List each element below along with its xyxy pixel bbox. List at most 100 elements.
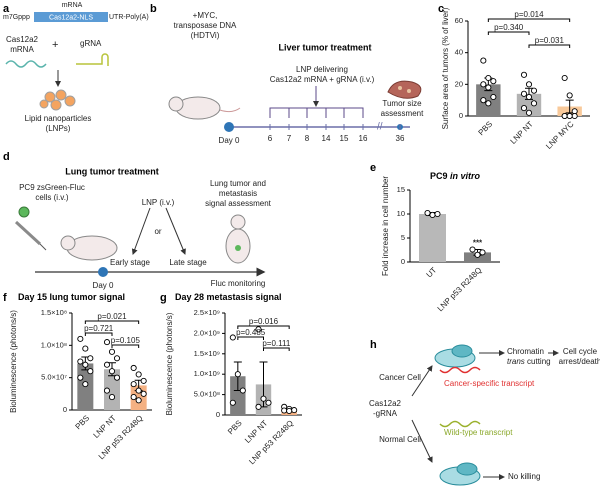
x-tick-label: PBS: [74, 414, 92, 432]
lnp-particle: [39, 99, 49, 109]
significance-label: ***: [473, 239, 483, 248]
cas-domain: [451, 344, 473, 358]
data-point: [113, 355, 121, 362]
data-point: [103, 387, 111, 394]
lnp-label: LNP (i.v.): [142, 198, 175, 207]
y-tick-label: 5: [401, 233, 405, 242]
wt-transcript-label: Wild-type transcript: [444, 428, 513, 437]
cell-icon: [18, 206, 30, 218]
syringe-needle: [39, 243, 47, 251]
lnp-particle: [64, 95, 76, 107]
y-tick-label: 5.0×10⁸: [194, 390, 220, 399]
data-point: [255, 326, 262, 333]
lnp-particle: [50, 99, 62, 111]
cancer-cell-label: Cancer Cell: [379, 373, 421, 382]
data-point: [480, 81, 487, 88]
mrna-label: mRNA: [62, 2, 83, 9]
lnp-label: Cas12a2 mRNA + gRNA (i.v.): [270, 75, 375, 84]
y-axis-label: Surface area of tumors (% of liver): [441, 7, 450, 129]
cas-label: -gRNA: [373, 409, 398, 418]
title-text: PC9: [430, 171, 448, 181]
signal-spot: [235, 245, 241, 251]
axis-break: //: [377, 122, 383, 133]
dosing-bracket: [269, 107, 364, 118]
data-point: [490, 93, 497, 101]
data-point: [87, 355, 94, 362]
y-tick-label: 2.5×10⁹: [194, 308, 220, 317]
cap-label: m7Gppp: [3, 14, 30, 21]
significance-bracket: [263, 347, 290, 351]
data-point: [291, 407, 298, 414]
data-point: [530, 100, 538, 107]
significance-bracket: [111, 344, 140, 348]
lnp-label: (LNPs): [46, 124, 71, 133]
x-tick-label: LNP p53 R248Q: [247, 419, 295, 467]
y-tick-label: 5.0×10⁷: [41, 373, 67, 382]
data-point: [140, 377, 147, 384]
data-point: [135, 371, 142, 378]
data-point: [255, 403, 262, 410]
data-point: [77, 358, 84, 365]
data-point: [103, 361, 111, 368]
day0-dot: [98, 267, 108, 277]
y-tick-label: 0: [401, 257, 405, 266]
y-tick-label: 1.5×10⁸: [41, 308, 67, 317]
day-labels: 6 7 8 14 15 16 36: [268, 124, 405, 143]
y-tick-label: 2.0×10⁹: [194, 328, 220, 337]
data-point: [485, 100, 492, 107]
day-label: 7: [287, 134, 292, 143]
p-value-label: p=0.340: [494, 23, 524, 32]
data-point: [429, 211, 436, 219]
p-value-label: p=0.031: [535, 36, 565, 45]
cells-label: PC9 zsGreen-Fluc: [19, 183, 85, 192]
x-tick-label: LNP MYC: [544, 119, 576, 151]
data-point: [239, 387, 246, 394]
day-label: 15: [340, 134, 349, 143]
cas-label: Cas12a2: [369, 399, 402, 408]
significance-bracket: [84, 332, 113, 336]
data-point: [566, 92, 573, 99]
p-value-label: p=0.105: [111, 336, 141, 345]
data-point: [135, 387, 142, 394]
p-value-label: p=0.111: [262, 339, 291, 348]
arrow: [165, 207, 186, 255]
data-point: [229, 399, 236, 406]
x-tick-label: LNP NT: [509, 119, 535, 145]
significance-bracket: [237, 325, 290, 329]
data-point: [520, 71, 528, 78]
trans-label: trans: [507, 357, 525, 366]
significance-bracket: [84, 320, 140, 324]
normal-cell-label: Normal Cell: [379, 435, 421, 444]
cas-mrna-label: mRNA: [10, 45, 34, 54]
mouse-tail: [219, 107, 241, 113]
early-label: Early stage: [110, 258, 151, 267]
data-point: [525, 109, 533, 116]
data-point: [234, 371, 241, 378]
title-text: Day 28 metastasis signal: [175, 292, 282, 302]
data-point: [135, 397, 142, 404]
mouse-body: [175, 96, 221, 120]
cds-box: [34, 12, 108, 22]
day-label: 36: [396, 134, 405, 143]
chart-title: PC9 in vitro: [430, 171, 481, 181]
bar-chart: f Day 15 lung tumor signalBioluminescence…: [3, 292, 152, 461]
day-label: 16: [359, 134, 368, 143]
data-point: [130, 364, 137, 372]
tumor-spot: [398, 86, 402, 90]
data-point: [260, 395, 267, 402]
data-point: [566, 112, 573, 120]
panel-title: Liver tumor treatment: [278, 42, 371, 52]
significance-bracket: [237, 336, 264, 340]
data-point: [424, 209, 431, 217]
data-point: [77, 335, 84, 342]
y-tick-label: 1.0×10⁹: [194, 369, 220, 378]
panel-letter: h: [370, 339, 377, 351]
data-point: [485, 74, 492, 82]
data-point: [140, 390, 147, 397]
active-complex: [434, 344, 481, 374]
assessment-label: Tumor size: [382, 99, 422, 108]
mouse-head: [60, 235, 76, 251]
y-axis-label: Bioluminescence (photons/s): [165, 312, 174, 415]
